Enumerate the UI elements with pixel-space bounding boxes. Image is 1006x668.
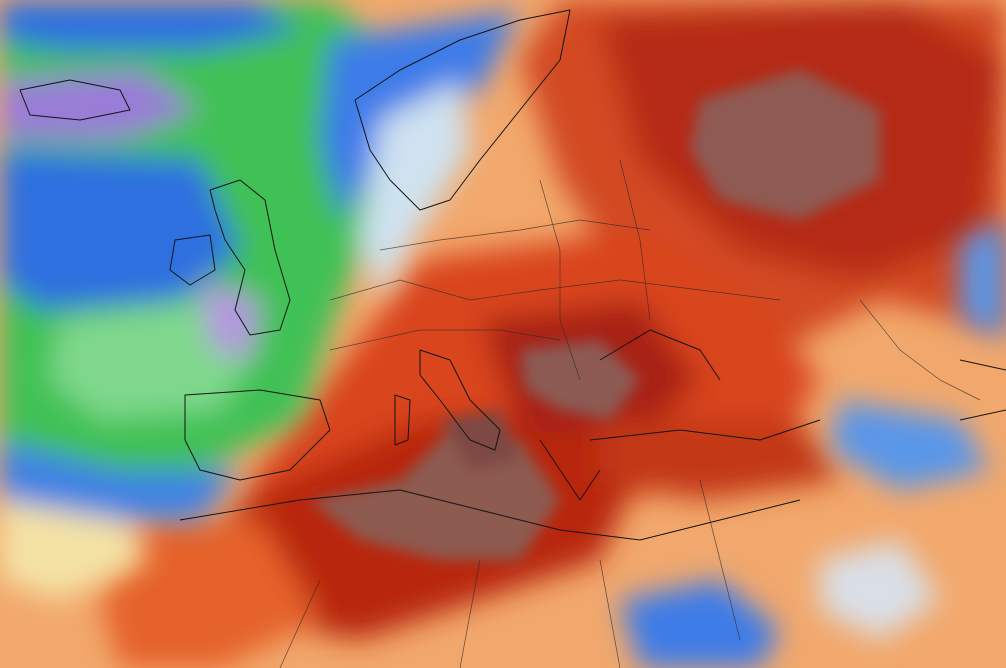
coastlines — [19, 9, 1006, 541]
ireland — [169, 234, 216, 286]
anatolia-coast — [589, 419, 821, 441]
caspian — [959, 359, 1006, 421]
scandinavia — [354, 9, 571, 211]
north-africa-coast — [179, 489, 801, 541]
iceland — [19, 79, 131, 121]
extreme-patches — [310, 70, 880, 560]
black-sea — [599, 329, 721, 381]
great-britain — [209, 179, 291, 336]
greece — [539, 439, 601, 501]
sardinia — [394, 394, 411, 446]
iberia — [184, 389, 331, 481]
borders — [279, 159, 981, 668]
italy — [419, 349, 501, 451]
